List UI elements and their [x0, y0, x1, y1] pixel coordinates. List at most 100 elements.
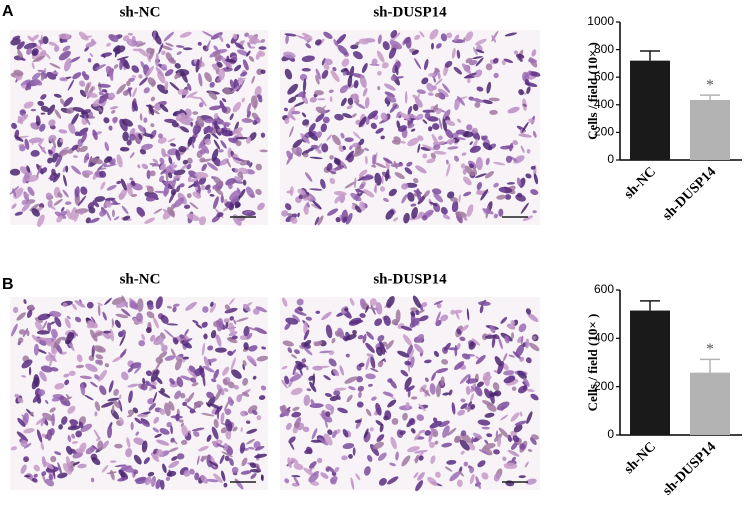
cell — [320, 178, 326, 189]
cell — [421, 302, 428, 308]
cell — [66, 445, 73, 455]
cell — [500, 316, 508, 324]
cell — [519, 356, 525, 362]
cell — [340, 97, 347, 107]
cell — [528, 71, 541, 77]
cell — [71, 144, 79, 151]
cell — [424, 359, 432, 364]
cell — [240, 174, 244, 181]
cell — [365, 305, 369, 314]
cell — [145, 327, 152, 334]
cell — [98, 359, 104, 366]
cell — [429, 383, 436, 395]
cell — [223, 318, 230, 324]
cell — [131, 65, 140, 73]
cell — [131, 193, 138, 197]
cell — [457, 96, 466, 106]
cell — [21, 84, 27, 89]
cell — [449, 471, 461, 482]
cell — [145, 193, 158, 202]
cell — [92, 331, 104, 338]
cell — [225, 58, 237, 63]
cell — [505, 155, 513, 163]
cell — [315, 113, 325, 123]
cell — [401, 194, 408, 204]
cell — [224, 455, 230, 462]
cell — [58, 33, 71, 40]
cell — [497, 436, 502, 448]
cell — [72, 461, 80, 466]
cell — [85, 447, 94, 455]
cell — [74, 211, 80, 222]
cell — [435, 311, 441, 324]
cell — [234, 201, 241, 208]
cell — [291, 354, 298, 359]
cell — [79, 80, 86, 87]
cell — [204, 118, 215, 124]
cell — [366, 331, 375, 340]
cell — [189, 468, 195, 475]
cell — [17, 397, 24, 404]
cell — [378, 478, 387, 486]
cell — [172, 306, 177, 313]
cell — [106, 184, 117, 191]
cell — [253, 308, 260, 315]
cell — [255, 188, 262, 196]
cell — [482, 142, 493, 151]
cell — [474, 69, 483, 78]
cell — [167, 172, 173, 179]
cell — [83, 73, 90, 81]
cell — [341, 455, 348, 461]
cell — [527, 449, 533, 452]
cell — [254, 327, 267, 335]
cell — [320, 123, 327, 133]
cell — [57, 462, 63, 475]
cell — [71, 441, 79, 444]
cell — [31, 62, 35, 70]
cell — [59, 396, 71, 407]
cell — [176, 51, 182, 55]
cell — [454, 155, 459, 162]
cell — [168, 447, 179, 453]
cell — [63, 174, 67, 187]
cell — [141, 333, 146, 341]
cell — [81, 35, 93, 40]
cell — [162, 180, 176, 185]
cell — [412, 295, 421, 308]
cell — [416, 333, 425, 343]
cell — [333, 191, 347, 196]
cell — [21, 359, 33, 369]
cell — [232, 426, 238, 432]
cell — [242, 59, 249, 71]
cell — [306, 203, 311, 208]
cell — [418, 309, 425, 314]
cell — [223, 388, 229, 392]
micrograph — [280, 29, 541, 226]
cell — [26, 174, 39, 183]
cell — [100, 181, 106, 190]
cell — [80, 132, 88, 143]
cell — [197, 41, 202, 46]
cell — [357, 385, 365, 392]
cell — [243, 342, 249, 351]
cell — [246, 102, 252, 114]
cell — [377, 34, 382, 45]
cell — [509, 156, 518, 162]
cell — [103, 330, 111, 334]
cell — [168, 401, 175, 411]
cell — [23, 299, 27, 305]
cell — [234, 168, 239, 173]
cell — [308, 123, 316, 133]
cell — [101, 89, 108, 93]
cell — [26, 329, 30, 337]
cell — [225, 321, 229, 329]
cell — [245, 420, 251, 424]
cell — [385, 209, 395, 220]
cell — [108, 380, 114, 393]
cell — [396, 120, 401, 129]
cell — [186, 193, 192, 199]
cell — [198, 176, 207, 185]
micrographs — [9, 29, 541, 492]
cell — [288, 96, 297, 104]
cell — [285, 34, 289, 45]
